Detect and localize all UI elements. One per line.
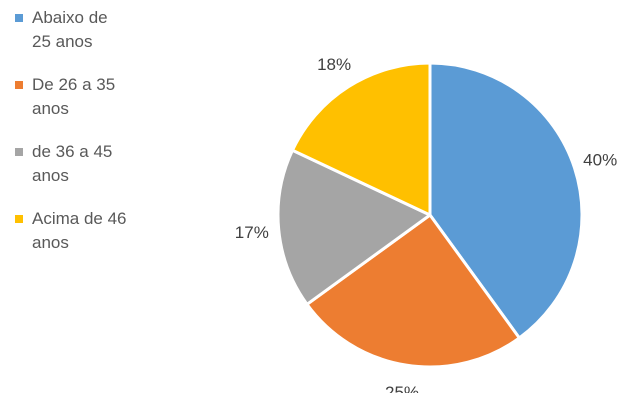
legend-swatch (15, 81, 23, 89)
legend-label: De 26 a 35 anos (32, 75, 116, 118)
data-label: 25% (385, 383, 419, 393)
data-label: 17% (235, 223, 269, 242)
legend-swatch (15, 148, 23, 156)
legend-swatch (15, 215, 23, 223)
pie-slice (276, 148, 432, 306)
data-label: 18% (317, 55, 351, 74)
pie-slice (305, 213, 521, 369)
legend-label: Abaixo de 25 anos (32, 8, 108, 51)
data-label: 40% (583, 151, 617, 170)
legend-label: Acima de 46 anos (32, 209, 127, 252)
pie-slice (290, 61, 432, 217)
legend-item: De 26 a 35 anos (12, 73, 182, 121)
legend: Abaixo de 25 anos De 26 a 35 anos de 36 a … (12, 6, 182, 274)
legend-item: de 36 a 45 anos (12, 140, 182, 188)
pie-slice (428, 61, 584, 340)
legend-label: de 36 a 45 anos (32, 142, 113, 185)
legend-item: Abaixo de 25 anos (12, 6, 182, 54)
legend-item: Acima de 46 anos (12, 207, 182, 255)
legend-swatch (15, 14, 23, 22)
